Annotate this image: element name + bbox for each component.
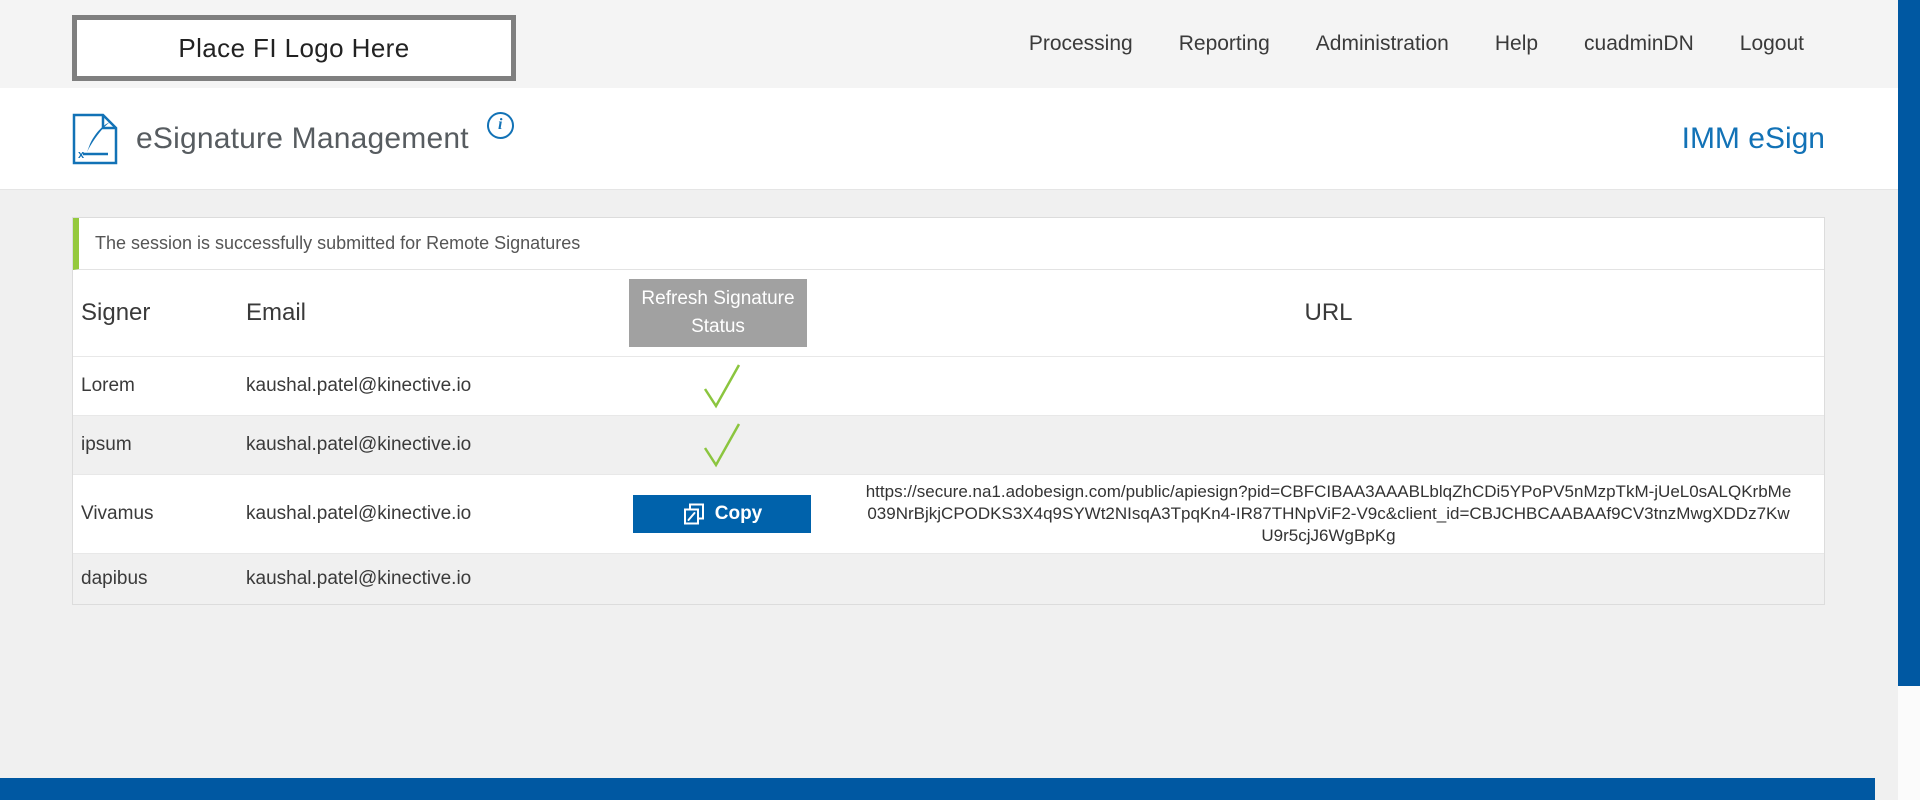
- signers-table: Signer Email Refresh Signature Status UR…: [73, 270, 1824, 604]
- signed-check-icon: [703, 423, 741, 468]
- page-header: x eSignature Management i IMM eSign: [0, 88, 1898, 190]
- column-header-signer: Signer: [81, 299, 151, 326]
- esignature-document-icon: x: [72, 113, 118, 165]
- copy-url-button[interactable]: Copy: [633, 495, 811, 533]
- nav-item-reporting[interactable]: Reporting: [1178, 32, 1270, 55]
- column-header-status: Refresh Signature Status: [603, 279, 833, 347]
- email-cell: kaushal.patel@kinective.io: [246, 503, 472, 524]
- url-cell: [833, 439, 1824, 451]
- nav-item-username[interactable]: cuadminDN: [1584, 32, 1694, 55]
- nav-item-administration[interactable]: Administration: [1315, 32, 1449, 55]
- signer-cell: dapibus: [81, 568, 148, 589]
- main-content: The session is successfully submitted fo…: [72, 217, 1825, 605]
- nav-item-help[interactable]: Help: [1494, 32, 1539, 55]
- info-icon[interactable]: i: [486, 111, 514, 139]
- status-cell: [603, 357, 833, 415]
- fi-logo-placeholder: Place FI Logo Here: [72, 15, 516, 81]
- fi-logo-text: Place FI Logo Here: [178, 32, 410, 63]
- copy-button-label: Copy: [714, 503, 763, 524]
- column-header-email: Email: [246, 299, 307, 326]
- url-cell: [833, 380, 1824, 392]
- svg-text:x: x: [78, 149, 85, 161]
- product-brand: IMM eSign: [1681, 122, 1825, 155]
- top-header: Place FI Logo Here Processing Reporting …: [0, 0, 1898, 88]
- email-cell: kaushal.patel@kinective.io: [246, 568, 472, 589]
- page-title-group: x eSignature Management i: [72, 88, 514, 190]
- table-row: ipsum kaushal.patel@kinective.io: [73, 415, 1824, 474]
- session-card: The session is successfully submitted fo…: [72, 217, 1825, 605]
- top-nav: Processing Reporting Administration Help…: [1029, 0, 1804, 88]
- url-cell: [833, 573, 1824, 585]
- email-cell: kaushal.patel@kinective.io: [246, 434, 472, 455]
- signed-check-icon: [703, 364, 741, 409]
- table-row: Lorem kaushal.patel@kinective.io: [73, 356, 1824, 415]
- status-cell: Copy: [603, 489, 833, 539]
- table-row: dapibus kaushal.patel@kinective.io: [73, 553, 1824, 604]
- success-message-bar: The session is successfully submitted fo…: [73, 218, 1824, 270]
- success-message-text: The session is successfully submitted fo…: [95, 233, 581, 253]
- horizontal-scrollbar-thumb[interactable]: [0, 778, 1875, 800]
- signer-cell: Vivamus: [81, 503, 154, 524]
- nav-item-processing[interactable]: Processing: [1028, 32, 1133, 55]
- table-row: Vivamus kaushal.patel@kinective.io Copy …: [73, 474, 1824, 553]
- page-title: eSignature Management: [136, 122, 469, 155]
- refresh-signature-status-button[interactable]: Refresh Signature Status: [629, 279, 807, 347]
- vertical-scrollbar-track[interactable]: [1898, 0, 1920, 800]
- signer-cell: ipsum: [81, 434, 132, 455]
- signer-cell: Lorem: [81, 375, 135, 396]
- email-cell: kaushal.patel@kinective.io: [246, 375, 472, 396]
- copy-icon: [683, 503, 704, 525]
- vertical-scrollbar-thumb[interactable]: [1898, 0, 1920, 686]
- status-cell: [603, 416, 833, 474]
- table-body: Lorem kaushal.patel@kinective.io ipsum k…: [73, 356, 1824, 604]
- table-header-row: Signer Email Refresh Signature Status UR…: [73, 270, 1824, 356]
- status-cell: [603, 573, 833, 585]
- url-cell: https://secure.na1.adobesign.com/public/…: [865, 482, 1792, 545]
- column-header-url: URL: [1304, 299, 1353, 326]
- nav-item-logout[interactable]: Logout: [1739, 32, 1804, 55]
